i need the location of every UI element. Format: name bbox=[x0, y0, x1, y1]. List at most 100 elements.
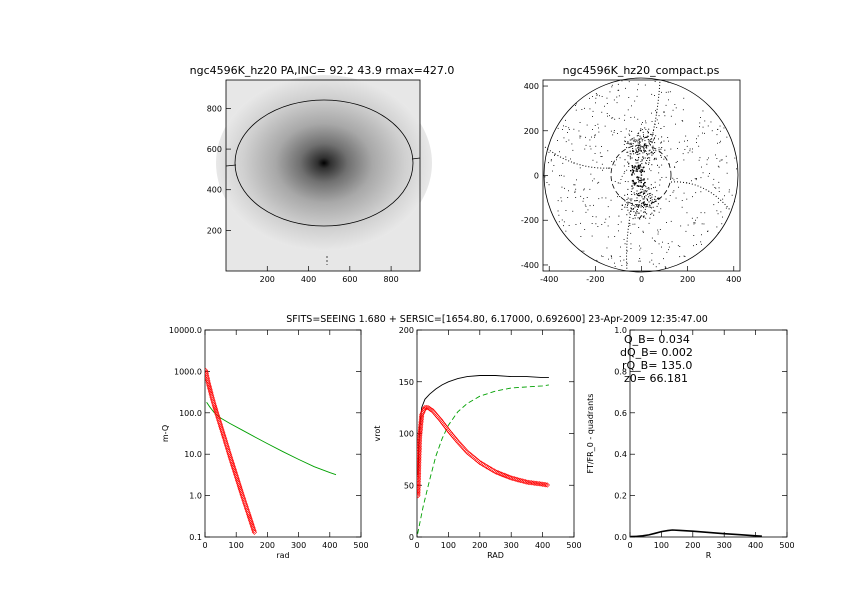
compact-point bbox=[673, 190, 675, 192]
compact-point bbox=[657, 233, 659, 235]
compact-point bbox=[620, 131, 622, 132]
compact-point-bar bbox=[639, 130, 641, 132]
compact-point-bar bbox=[647, 139, 649, 140]
compact-point-bar bbox=[656, 205, 658, 207]
compact-point-bar bbox=[642, 152, 644, 154]
compact-point-bar bbox=[661, 136, 663, 138]
rotcurve-series-2-marker bbox=[541, 481, 547, 488]
compact-point bbox=[565, 230, 567, 232]
compact-point-bar bbox=[638, 150, 640, 152]
compact-point bbox=[734, 201, 735, 203]
massprofile-series-1-marker bbox=[227, 453, 233, 459]
compact-point bbox=[658, 122, 659, 124]
compact-point-bar bbox=[651, 203, 653, 205]
compact-point-bar bbox=[649, 217, 651, 219]
compact-point bbox=[593, 204, 594, 206]
compact-point-bar bbox=[646, 190, 648, 192]
compact-point bbox=[581, 250, 583, 252]
compact-point-bar bbox=[646, 145, 647, 147]
compact-point bbox=[560, 174, 562, 176]
compact-point bbox=[655, 110, 656, 112]
compact-point bbox=[659, 229, 661, 230]
image-ytick-label: 200 bbox=[207, 226, 222, 235]
compact-point bbox=[573, 162, 575, 164]
compact-point-bar bbox=[660, 142, 662, 144]
compact-point-bar bbox=[637, 159, 639, 161]
compact-point bbox=[649, 261, 651, 263]
compact-point bbox=[614, 266, 616, 267]
compact-point-bar bbox=[647, 153, 649, 155]
compact-point-bar bbox=[643, 151, 645, 153]
compact-point bbox=[728, 189, 730, 191]
compact-point bbox=[601, 146, 602, 147]
compact-point bbox=[654, 124, 656, 125]
compact-point-bar bbox=[627, 141, 629, 143]
compact-point-bar bbox=[624, 140, 626, 142]
rotcurve-series-2-marker bbox=[501, 472, 507, 478]
compact-point bbox=[607, 115, 608, 117]
compact-point bbox=[701, 234, 702, 236]
compact-ytick-label: 200 bbox=[524, 127, 539, 136]
compact-point-bar bbox=[621, 204, 623, 206]
compact-point bbox=[619, 182, 621, 184]
compact-point-bar bbox=[619, 196, 621, 197]
compact-point bbox=[637, 118, 639, 120]
compact-point-bar bbox=[649, 149, 651, 151]
compact-point-bar bbox=[646, 204, 648, 205]
compact-point-bar bbox=[632, 208, 634, 210]
massprofile-series-1-marker bbox=[248, 520, 255, 527]
compact-xtick-label: -200 bbox=[586, 275, 604, 284]
compact-point-bar bbox=[655, 158, 657, 160]
compact-point bbox=[678, 141, 680, 143]
compact-point-bar bbox=[630, 210, 632, 212]
compact-point-core bbox=[633, 182, 636, 185]
compact-point bbox=[595, 102, 596, 104]
compact-point-bar bbox=[646, 187, 648, 189]
compact-point-bar bbox=[624, 141, 626, 143]
compact-point bbox=[701, 223, 703, 225]
compact-point-bar bbox=[647, 158, 649, 159]
compact-point-bar bbox=[629, 150, 631, 152]
compact-point bbox=[700, 177, 702, 179]
compact-point bbox=[634, 100, 636, 102]
compact-point bbox=[722, 198, 724, 200]
compact-point bbox=[689, 148, 691, 150]
compact-point-core bbox=[639, 170, 641, 172]
compact-point bbox=[554, 155, 555, 156]
compact-point bbox=[670, 115, 672, 117]
compact-point bbox=[638, 227, 640, 228]
compact-point-core bbox=[640, 174, 643, 176]
compact-point bbox=[674, 166, 675, 168]
compact-point bbox=[568, 127, 570, 129]
compact-point bbox=[718, 181, 720, 183]
compact-point-bar bbox=[643, 211, 645, 213]
compact-point bbox=[710, 121, 712, 123]
compact-point bbox=[691, 217, 693, 219]
compact-point bbox=[725, 207, 727, 209]
compact-point-bar bbox=[636, 135, 638, 137]
compact-point bbox=[693, 245, 694, 247]
compact-point-bar bbox=[626, 214, 628, 216]
compact-point bbox=[602, 169, 603, 171]
compact-point bbox=[557, 140, 558, 141]
compact-point bbox=[716, 158, 718, 159]
compact-point-bar bbox=[642, 156, 644, 158]
compact-point bbox=[716, 210, 718, 212]
massprofile-series-1-marker bbox=[236, 482, 242, 488]
image-xtick-label: 600 bbox=[342, 275, 357, 284]
compact-point bbox=[634, 223, 636, 225]
compact-point bbox=[654, 240, 655, 242]
compact-point-bar bbox=[635, 150, 637, 152]
compact-point-bar bbox=[640, 128, 642, 130]
compact-point bbox=[573, 128, 575, 130]
compact-point bbox=[583, 250, 585, 252]
compact-point bbox=[599, 95, 600, 97]
compact-point bbox=[550, 160, 552, 162]
compact-point-bar bbox=[645, 205, 647, 207]
compact-point-bar bbox=[646, 160, 648, 161]
compact-point-bar bbox=[634, 206, 636, 208]
compact-point bbox=[700, 212, 702, 214]
compact-point bbox=[696, 138, 697, 140]
compact-point bbox=[717, 142, 718, 144]
compact-point-bar bbox=[636, 205, 638, 207]
